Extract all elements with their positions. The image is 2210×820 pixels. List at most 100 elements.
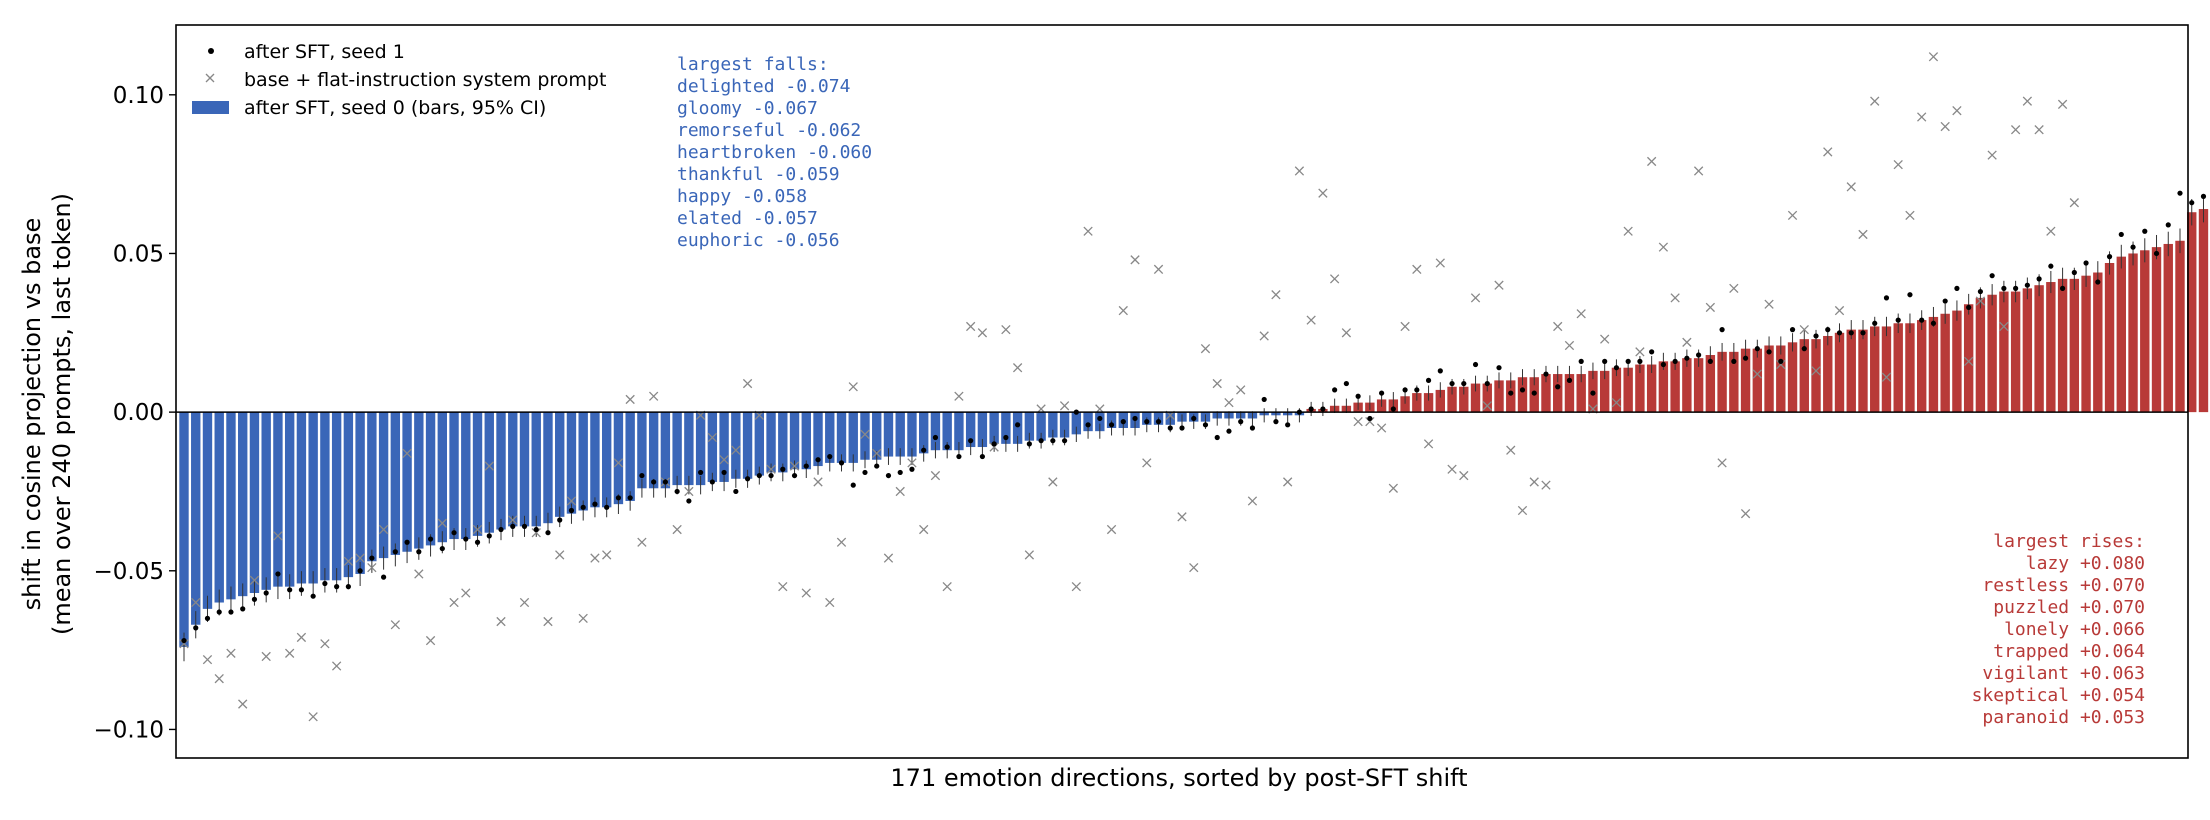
rises-entry: vigilant +0.063 [1982, 663, 2145, 684]
cross-marker [367, 562, 377, 573]
dot-marker [1907, 292, 1913, 298]
bar [1482, 383, 1492, 413]
dot-marker [1061, 438, 1068, 444]
cross-stroke [273, 531, 283, 541]
dot-marker [791, 472, 798, 479]
bar [766, 412, 776, 473]
bar [1553, 374, 1563, 413]
bar [695, 412, 706, 486]
cross-marker [179, 639, 189, 649]
cross-marker [1658, 242, 1669, 252]
dot-marker [2130, 244, 2136, 250]
rises-entry: lonely +0.066 [2004, 619, 2145, 640]
rises-entry-value: +0.053 [2080, 707, 2145, 728]
bar [954, 412, 964, 451]
cross-stroke [1670, 293, 1680, 303]
bar [1858, 329, 1868, 413]
bar [1036, 412, 1046, 441]
dot-marker [1425, 377, 1432, 383]
rises-entry-name: vigilant [1982, 663, 2069, 684]
dot-marker [1754, 346, 1760, 352]
dot-marker [2048, 263, 2054, 269]
dot-marker [2095, 279, 2101, 285]
cross-marker [1435, 258, 1445, 268]
dot-marker [1379, 390, 1385, 396]
cross-stroke [1306, 315, 1316, 325]
dot-marker [1613, 365, 1620, 371]
y-tick-label: 0.00 [113, 400, 164, 426]
dot-marker [557, 517, 563, 523]
cross-stroke [965, 321, 976, 332]
cross-marker [977, 328, 988, 338]
cross-marker [2034, 125, 2044, 135]
bar [1846, 329, 1856, 413]
cross-stroke [402, 448, 412, 459]
bar [625, 412, 635, 501]
dot-marker [1707, 358, 1713, 364]
cross-stroke [1717, 458, 1727, 468]
dot-marker [1261, 396, 1267, 403]
bar [472, 412, 483, 536]
cross-marker [1024, 550, 1035, 560]
cross-marker [1940, 121, 1950, 132]
cross-stroke [425, 635, 436, 646]
bar [355, 412, 365, 574]
dot-marker [1578, 358, 1584, 364]
cross-marker [1459, 470, 1469, 481]
bar [648, 412, 659, 489]
dot-marker [1085, 422, 1091, 428]
cross-stroke [1611, 397, 1622, 408]
dot-marker [651, 479, 657, 485]
dot-marker [1649, 349, 1655, 355]
dot-marker [838, 460, 845, 466]
cross-marker [766, 464, 776, 474]
cross-stroke [1283, 477, 1293, 487]
bar [1740, 348, 1751, 413]
cross-stroke [1259, 331, 1269, 341]
cross-stroke [836, 537, 847, 547]
dot-marker [1566, 377, 1573, 383]
cross-stroke [437, 518, 447, 528]
dot-marker [1472, 361, 1479, 368]
bar [238, 412, 248, 597]
bar [566, 412, 577, 514]
dot-marker [932, 434, 939, 441]
dot-marker [1015, 422, 1021, 428]
bar [1670, 361, 1680, 413]
bar [2046, 282, 2056, 413]
cross-stroke [1447, 464, 1457, 474]
bar [754, 412, 765, 476]
dot-marker [1332, 387, 1338, 393]
bar [543, 412, 553, 524]
dot-marker [287, 587, 293, 593]
dot-marker [204, 615, 211, 621]
cross-stroke [461, 588, 471, 598]
cross-marker [449, 597, 459, 608]
dot-marker [1742, 355, 1749, 361]
bar [1459, 386, 1469, 413]
falls-entry-name: gloomy [677, 98, 742, 119]
cross-marker [1576, 309, 1586, 319]
dot-marker [1285, 422, 1291, 428]
cross-marker [1987, 150, 1997, 160]
bar [2034, 285, 2044, 413]
dot-marker [1555, 384, 1561, 390]
bar [813, 412, 823, 467]
dot-marker [298, 587, 305, 593]
cross-stroke [637, 537, 647, 547]
bar [437, 412, 447, 543]
cross-stroke [1823, 147, 1833, 157]
bar [449, 412, 459, 540]
cross-stroke [555, 550, 565, 560]
bar [2198, 209, 2209, 413]
cross-marker [1376, 423, 1387, 433]
cross-marker [1917, 112, 1927, 122]
falls-entry: elated -0.057 [677, 208, 818, 229]
rises-entry-name: trapped [1993, 641, 2069, 662]
dot-marker [1496, 365, 1502, 371]
cross-stroke [1118, 305, 1128, 316]
cross-marker [566, 496, 577, 506]
bar [2093, 272, 2103, 413]
bar [1834, 332, 1845, 413]
cross-marker [484, 461, 494, 471]
